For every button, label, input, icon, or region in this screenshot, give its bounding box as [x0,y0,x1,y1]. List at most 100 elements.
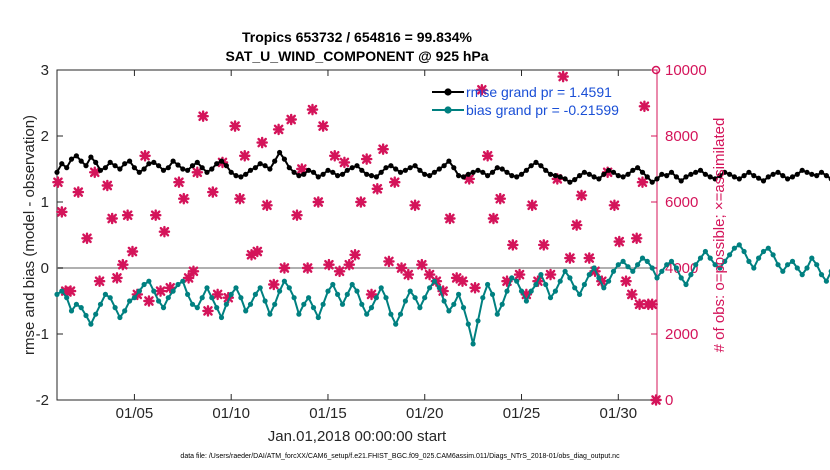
rmse-point [765,174,771,180]
bias-point [214,305,220,311]
obs-assimilated-marker [323,258,335,271]
bias-point [446,308,452,314]
bias-point [615,262,621,268]
rmse-point [601,171,607,177]
bias-point [799,272,805,278]
bias-point [523,298,530,304]
rmse-point [688,171,694,177]
rmse-point [151,159,157,165]
bias-point [170,288,176,294]
chart-title: Tropics 653732 / 654816 = 99.834% [242,29,473,45]
x-tick-label: 01/10 [212,405,250,422]
rmse-point [407,165,413,171]
y-tick-label: 3 [41,62,49,79]
rmse-point [233,173,239,179]
rmse-point [165,165,171,171]
rmse-point [141,166,147,172]
rmse-point [460,174,467,180]
bias-point [436,285,442,291]
bias-point [664,262,670,268]
rmse-point [131,165,137,171]
obs-assimilated-marker [507,239,519,251]
footnote: data file: /Users/raeder/DAI/ATM_forcXX/… [180,453,620,460]
rmse-point [383,165,389,171]
obs-assimilated-marker [238,150,251,162]
rmse-point [286,165,292,171]
rmse-point [523,167,530,173]
rmse-point [378,169,384,175]
bias-point [247,301,254,307]
bias-point [422,295,428,301]
rmse-point [218,158,225,164]
rmse-point [794,171,800,177]
rmse-point [470,169,476,175]
obs-assimilated-marker [630,232,643,245]
rmse-point [59,161,65,167]
bias-point [344,291,350,297]
obs-assimilated-marker [338,156,351,169]
rmse-point [639,169,646,175]
bias-point [702,248,709,255]
obs-assimilated-marker [377,143,389,155]
bias-point [156,298,162,304]
bias-point [649,265,655,271]
rmse-point [547,171,554,177]
bias-point [431,278,437,284]
bias-point [562,268,568,274]
rmse-point [88,154,94,160]
obs-assimilated-marker [456,275,469,287]
rmse-point [615,173,621,179]
bias-point [581,281,588,288]
bias-point [489,291,496,297]
bias-point [233,285,239,291]
x-tick-label: 01/20 [406,405,444,422]
obs-assimilated-marker [106,212,118,225]
obs-assimilated-marker [52,176,64,188]
rmse-point [731,174,738,180]
rmse-point [799,167,805,173]
bias-point [277,288,283,294]
y-axis-label: rmse and bias (model - observation) [21,115,38,355]
bias-point [262,298,268,304]
rmse-point [354,163,360,169]
bias-point [146,278,152,284]
rmse-point [485,173,491,179]
bias-point [514,278,520,284]
obs-assimilated-marker [575,189,588,202]
obs-assimilated-marker [121,209,134,221]
obs-assimilated-marker [312,196,325,208]
bias-point [64,295,70,301]
rmse-point [789,174,796,180]
x-tick-label: 01/25 [503,405,541,422]
plot-area [56,69,658,401]
rmse-point [388,163,394,169]
rmse-point [659,171,665,177]
rmse-point [683,174,689,180]
rmse-point [306,167,312,173]
bias-point [552,288,559,294]
bias-point [547,295,554,301]
y-axis-label-right: # of obs: o=possible; ×=assimilated [711,118,728,353]
rmse-point [814,173,820,179]
bias-point [397,311,404,317]
obs-assimilated-marker [117,258,129,271]
bias-point [354,288,360,294]
bias-point [780,268,786,274]
rmse-point [494,165,500,171]
bias-point [475,318,481,324]
bias-point [257,285,263,291]
rmse-point [417,167,423,173]
rmse-point [156,163,162,169]
obs-assimilated-marker [365,288,378,301]
bias-point [586,272,592,278]
rmse-point [204,169,210,175]
rmse-point [756,175,762,181]
obs-assimilated-marker [182,272,195,284]
rmse-point [136,169,142,175]
bias-point [359,301,365,307]
obs-assimilated-marker [143,295,155,307]
legend-label-rmse: rmse grand pr = 1.4591 [466,84,612,100]
obs-assimilated-marker [245,249,258,261]
bias-point [557,278,563,284]
bias-point [785,262,791,268]
